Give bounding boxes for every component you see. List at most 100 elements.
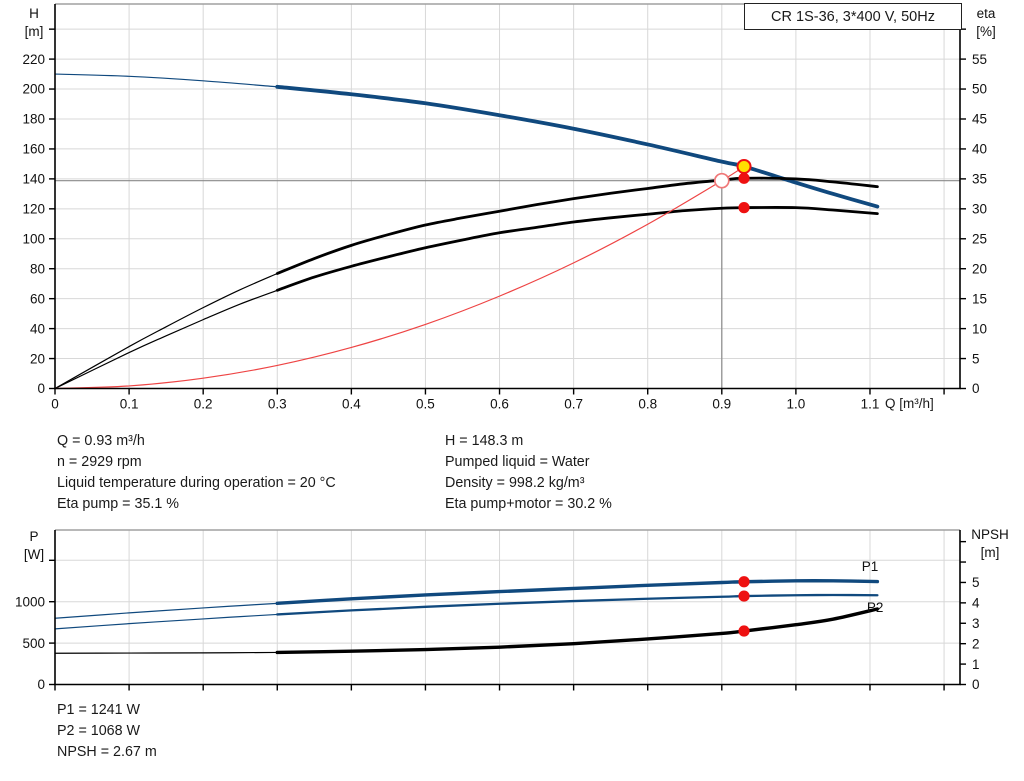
qh-x-tick-label: 1.1 <box>861 397 880 412</box>
p2-curve-thick <box>276 593 879 616</box>
qh-x-tick-label: 0.9 <box>712 397 731 412</box>
qh-yright-tick-label: 10 <box>972 321 987 336</box>
info-n: n = 2929 rpm <box>57 454 142 470</box>
qh-x-tick-label: 0.8 <box>638 397 657 412</box>
qh-yright-tick-label: 30 <box>972 202 987 217</box>
npsh-curve-thick <box>275 607 880 655</box>
p1-curve-thick <box>275 579 880 606</box>
eta-pump-motor-marker[interactable] <box>738 202 750 214</box>
qh-x-tick-label: 0.3 <box>268 397 287 412</box>
qh-yright-tick-label: 35 <box>972 172 987 187</box>
curve-label-p1: P1 <box>862 559 879 574</box>
power-npsh-yright-tick-label: 5 <box>972 575 980 590</box>
qh-markers <box>713 158 752 214</box>
eta-pump-curve-thick <box>275 176 879 275</box>
qh-yright-tick-label: 45 <box>972 112 987 127</box>
system-curve <box>54 165 745 390</box>
power-npsh-axes: 0 500 1000 0 1 2 3 4 5 <box>15 530 980 692</box>
power-npsh-yleft-tick-label: 500 <box>22 636 45 651</box>
pump-curve-H-thin <box>54 73 278 88</box>
qh-yright-tick-label: 25 <box>972 231 987 246</box>
info-pumped-liquid: Pumped liquid = Water <box>445 454 590 470</box>
qh-yleft-tick-label: 200 <box>22 82 45 97</box>
info-p1: P1 = 1241 W <box>57 702 141 718</box>
h-axis-label: H [m] <box>24 6 44 39</box>
power-npsh-yleft-tick-label: 1000 <box>15 594 45 609</box>
qh-x-tick-label: 0.7 <box>564 397 583 412</box>
qh-yright-tick-label: 40 <box>972 142 987 157</box>
power-npsh-yright-tick-label: 3 <box>972 616 980 631</box>
qh-chart[interactable]: 0 20 40 60 80 100 120 140 160 180 200 220 0 5 10 15 20 25… <box>22 3 987 412</box>
qh-yleft-tick-label: 220 <box>22 52 45 67</box>
p1-marker[interactable] <box>738 576 750 588</box>
p2-marker[interactable] <box>738 590 750 602</box>
eta-pump-motor-curve <box>54 206 879 390</box>
qh-yright-tick-label: 50 <box>972 82 987 97</box>
power-npsh-yright-tick-label: 4 <box>972 596 980 611</box>
qh-yleft-tick-label: 0 <box>37 381 45 396</box>
info-p2: P2 = 1068 W <box>57 723 141 739</box>
info-eta-pump-motor: Eta pump+motor = 30.2 % <box>445 496 612 512</box>
qh-x-tick-label: 0.5 <box>416 397 435 412</box>
qh-x-tick-label: 0.6 <box>490 397 509 412</box>
info-eta-pump: Eta pump = 35.1 % <box>57 496 179 512</box>
qh-gridlines <box>55 4 960 389</box>
qh-x-tick-label: 0 <box>51 397 59 412</box>
info-liquid-temp: Liquid temperature during operation = 20… <box>57 475 336 491</box>
qh-axes: 0 20 40 60 80 100 120 140 160 180 200 220 0 5 10 15 20 25… <box>22 4 987 412</box>
npsh-curve-thin <box>54 651 278 654</box>
eta-pump-curve-thin <box>54 272 278 390</box>
qh-yleft-tick-label: 180 <box>22 112 45 127</box>
qh-yright-tick-label: 0 <box>972 381 980 396</box>
power-npsh-chart[interactable]: P1 P2 0 500 1000 0 1 2 3 4 5 <box>15 529 980 692</box>
pump-title-box: CR 1S-36, 3*400 V, 50Hz <box>744 3 962 30</box>
qh-x-tick-label: 0.1 <box>120 397 139 412</box>
duty-info-left: Q = 0.93 m³/h n = 2929 rpm Liquid temper… <box>57 431 336 515</box>
eta-pump-marker[interactable] <box>738 172 750 184</box>
qh-x-tick-label: 0.4 <box>342 397 361 412</box>
p1-curve-thin <box>54 602 278 619</box>
qh-yleft-tick-label: 140 <box>22 172 45 187</box>
duty-point-marker[interactable] <box>736 158 752 174</box>
qh-yleft-tick-label: 40 <box>30 321 45 336</box>
qh-yright-tick-label: 20 <box>972 261 987 276</box>
power-npsh-yright-tick-label: 2 <box>972 636 980 651</box>
duty-crosshair <box>55 180 960 389</box>
qh-yright-tick-label: 15 <box>972 291 987 306</box>
pump-curve-H-thick <box>275 84 880 209</box>
system-curve-thin <box>54 165 745 390</box>
q-axis-label: Q [m³/h] <box>885 396 934 411</box>
eta-axis-label: eta [%] <box>976 6 996 39</box>
power-info-block: P1 = 1241 W P2 = 1068 W NPSH = 2.67 m <box>57 700 157 763</box>
npsh-axis-label: NPSH [m] <box>971 527 1009 560</box>
npsh-curve <box>54 607 880 655</box>
power-npsh-yright-tick-label: 0 <box>972 677 980 692</box>
qh-x-tick-label: 1.0 <box>787 397 806 412</box>
p-axis-label: P [W] <box>23 529 45 562</box>
eta-pump-motor-curve-thin <box>54 289 278 390</box>
qh-yleft-tick-label: 20 <box>30 351 45 366</box>
qh-yleft-tick-label: 120 <box>22 202 45 217</box>
duty-info-right: H = 148.3 m Pumped liquid = Water Densit… <box>445 431 612 515</box>
power-npsh-yleft-tick-label: 0 <box>37 677 45 692</box>
requested-duty-marker[interactable] <box>713 172 730 189</box>
info-density: Density = 998.2 kg/m³ <box>445 475 585 491</box>
qh-yleft-tick-label: 60 <box>30 291 45 306</box>
npsh-marker[interactable] <box>738 625 750 637</box>
info-q: Q = 0.93 m³/h <box>57 433 145 449</box>
p2-curve <box>54 593 879 630</box>
curve-label-p2: P2 <box>867 600 884 615</box>
qh-yright-tick-label: 5 <box>972 351 980 366</box>
p2-curve-thin <box>54 613 278 630</box>
power-npsh-yright-tick-label: 1 <box>972 657 980 672</box>
info-npsh: NPSH = 2.67 m <box>57 744 157 760</box>
eta-pump-motor-curve-thick <box>275 206 879 292</box>
info-h: H = 148.3 m <box>445 433 524 449</box>
power-npsh-markers <box>738 576 750 637</box>
pump-curve-H <box>54 73 880 209</box>
qh-x-tick-label: 0.2 <box>194 397 213 412</box>
qh-yright-tick-label: 55 <box>972 52 987 67</box>
p1-curve <box>54 579 880 619</box>
